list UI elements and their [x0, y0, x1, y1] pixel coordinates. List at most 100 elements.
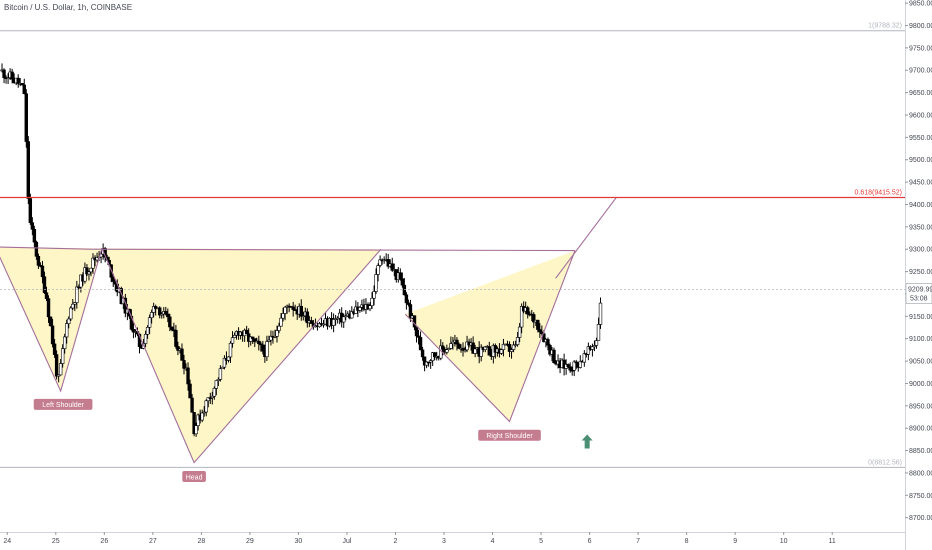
candle-down	[566, 364, 570, 367]
candle-up	[335, 317, 340, 320]
candle-up	[149, 312, 154, 319]
candle-down	[244, 329, 249, 335]
y-tick-label: 9550.00	[909, 135, 932, 142]
candle-up	[428, 360, 433, 363]
pattern-label-text: Head	[186, 474, 203, 481]
candle-down	[532, 314, 536, 323]
candle-up	[210, 395, 214, 399]
candle-up	[151, 306, 156, 313]
candle	[273, 329, 277, 339]
candle	[232, 332, 237, 339]
candle	[370, 292, 374, 309]
candle	[422, 356, 427, 372]
candle	[291, 301, 295, 317]
candle	[10, 68, 14, 84]
candle-down	[386, 259, 390, 267]
y-tick-label: 9650.00	[909, 90, 932, 97]
candle	[63, 333, 67, 354]
candle	[251, 336, 255, 345]
x-tick-label: Jul	[342, 538, 351, 545]
candle-up	[6, 77, 10, 80]
candle-down	[402, 284, 407, 296]
candle	[317, 321, 322, 328]
neckline	[0, 246, 576, 252]
candle	[192, 412, 196, 437]
candle-down	[433, 352, 437, 358]
candle	[145, 325, 150, 339]
candle	[586, 342, 591, 361]
candle-down	[455, 339, 459, 345]
candle-down	[46, 298, 51, 318]
candle	[69, 305, 73, 322]
candle	[445, 344, 449, 355]
candle-down	[457, 343, 461, 349]
candle-up	[194, 425, 198, 435]
y-tick-label: 9250.00	[909, 269, 932, 276]
candle-down	[22, 84, 26, 94]
candle	[281, 307, 285, 322]
countdown-timer: 53:08	[910, 295, 928, 302]
pattern-label-text: Right Shoulder	[486, 433, 533, 440]
candle	[28, 193, 33, 225]
candle-up	[65, 323, 69, 338]
pattern-label-1: Head	[182, 470, 206, 482]
candle-down	[10, 71, 14, 80]
x-tick-label: 2	[394, 538, 398, 545]
y-tick-label: 9450.00	[909, 180, 932, 187]
candle-down	[44, 292, 49, 299]
candle-up	[501, 343, 506, 350]
candle	[412, 315, 417, 331]
candle-down	[166, 313, 170, 318]
candle-up	[63, 336, 67, 349]
candle	[517, 322, 522, 343]
candle-down	[164, 311, 168, 315]
candle	[499, 348, 504, 356]
candle-down	[259, 343, 263, 346]
candle	[54, 350, 59, 380]
candle	[6, 73, 10, 85]
candle	[249, 336, 253, 346]
candle-up	[230, 337, 235, 344]
candle	[426, 361, 431, 367]
candle	[378, 255, 382, 268]
candle-up	[58, 363, 63, 376]
candle	[48, 316, 53, 327]
candle	[202, 406, 206, 417]
candle-up	[594, 340, 599, 346]
candle-down	[568, 366, 572, 371]
last-price-tag: 9209.99 53:08	[905, 283, 932, 304]
candle-up	[572, 361, 576, 371]
candle	[214, 380, 219, 396]
candle	[188, 379, 192, 399]
pattern-fill-2	[405, 250, 576, 422]
candle-up	[91, 257, 95, 269]
candle-down	[253, 338, 257, 342]
candle	[511, 341, 516, 353]
candle	[259, 341, 263, 352]
candle	[143, 330, 148, 348]
candle-up	[511, 344, 516, 350]
pattern-label-bg	[478, 429, 541, 441]
candle	[168, 313, 172, 332]
candle-down	[20, 83, 24, 86]
candle-up	[451, 341, 455, 344]
candle-down	[186, 367, 190, 385]
candle-up	[378, 259, 382, 266]
candle-down	[291, 306, 295, 310]
candle	[428, 359, 433, 369]
candle-down	[42, 276, 47, 293]
candle-down	[536, 319, 540, 330]
candle	[30, 217, 35, 236]
candle-up	[73, 302, 77, 305]
last-price-box	[905, 283, 932, 304]
candle-down	[251, 336, 255, 339]
candle-up	[228, 342, 233, 358]
candle-down	[137, 333, 142, 348]
candle	[208, 392, 212, 405]
candle-down	[158, 307, 162, 316]
candle-down	[32, 229, 37, 243]
candle-down	[408, 304, 413, 319]
candle-up	[592, 345, 597, 348]
candle-up	[372, 291, 376, 299]
